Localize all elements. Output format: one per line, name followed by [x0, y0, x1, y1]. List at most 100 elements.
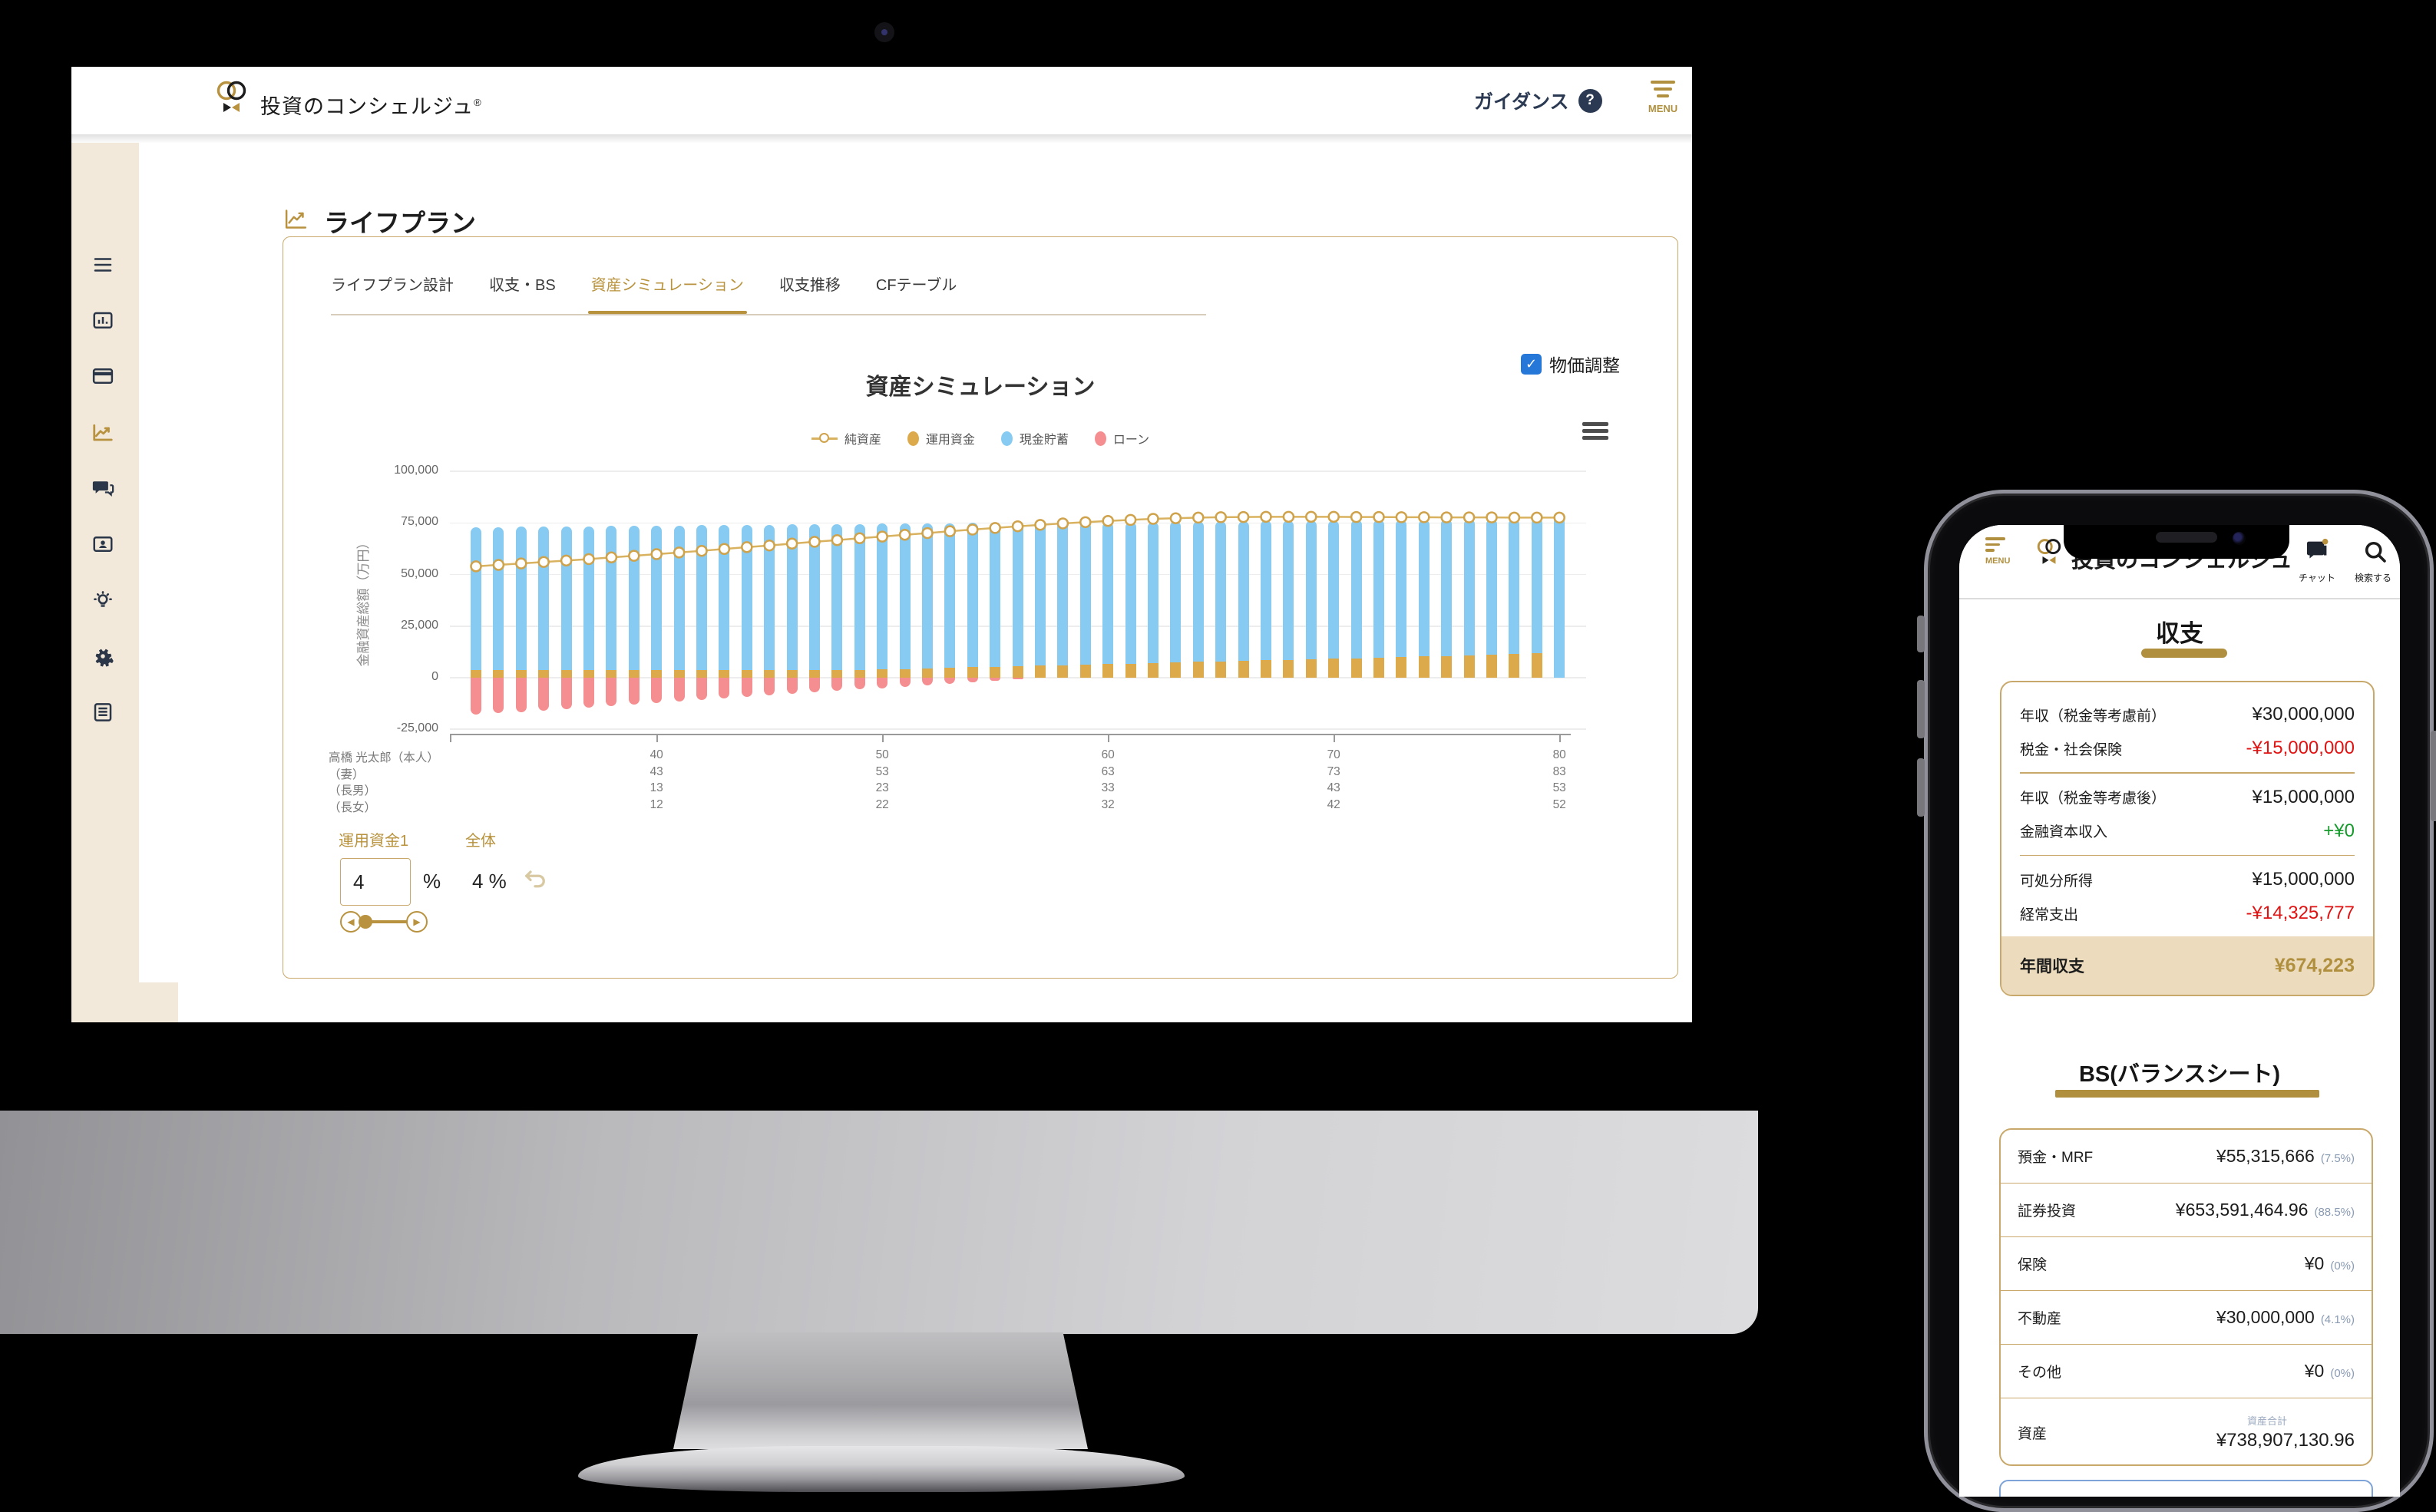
rate-slider[interactable]: ◀ ▶ — [340, 911, 428, 934]
bar-segment-loan — [628, 678, 640, 705]
bar-segment-fund — [719, 670, 730, 678]
bar-segment-cash — [651, 525, 663, 671]
chart-gridline — [450, 470, 1586, 472]
bar-segment-fund — [1283, 659, 1294, 678]
bar-segment-cash — [1350, 520, 1362, 659]
page-head: ライフプラン — [283, 203, 476, 239]
age-cell: 43 — [649, 764, 663, 778]
bar-segment-fund — [944, 668, 956, 678]
search-icon[interactable] — [2362, 537, 2389, 570]
row-divider — [2020, 854, 2355, 856]
legend-net-assets[interactable]: 純資産 — [811, 429, 881, 447]
page-title: ライフプラン — [324, 209, 476, 237]
search-label: 検索する — [2354, 573, 2391, 583]
price-adjust-checkbox[interactable]: ✓ — [1521, 353, 1542, 375]
bar-segment-cash — [831, 523, 843, 671]
phone-brand-logo-icon[interactable] — [2036, 537, 2065, 573]
x-axis-tick — [882, 734, 884, 742]
bar-segment-loan — [809, 678, 820, 693]
tab-income-trend[interactable]: 収支推移 — [778, 277, 841, 294]
chart-context-menu-icon[interactable] — [1582, 419, 1608, 443]
bs-row: 預金・MRF ¥55,315,666 (7.5%) — [2001, 1130, 2372, 1184]
net-assets-marker — [1192, 511, 1205, 524]
bar-segment-cash — [1170, 521, 1182, 663]
slider-decrease-button[interactable]: ◀ — [340, 911, 362, 933]
bar-segment-fund — [1170, 662, 1182, 678]
lifeplan-chart-icon — [283, 206, 309, 236]
tab-cf-table[interactable]: CFテーブル — [875, 277, 957, 294]
price-adjust-toggle[interactable]: ✓ 物価調整 — [1521, 351, 1620, 377]
bar-segment-loan — [741, 678, 752, 698]
slider-handle[interactable] — [359, 915, 372, 929]
bar-segment-fund — [1102, 664, 1114, 678]
chat-icon[interactable] — [2303, 536, 2332, 570]
tab-lifeplan-design[interactable]: ライフプラン設計 — [331, 277, 454, 294]
age-cell: 80 — [1552, 748, 1566, 761]
monitor-body — [0, 1111, 1758, 1334]
app-header: 投資のコンシェルジュ® ガイダンス ? MENU — [71, 67, 1692, 134]
sidebar-profile-icon[interactable] — [91, 533, 114, 556]
bar-segment-fund — [1418, 656, 1430, 678]
bar-segment-cash — [673, 525, 685, 671]
bar-segment-fund — [1463, 655, 1475, 678]
net-assets-marker — [650, 548, 663, 560]
sidebar-idea-icon[interactable] — [91, 589, 114, 612]
help-icon[interactable]: ? — [1578, 88, 1602, 113]
bar-segment-loan — [538, 678, 550, 711]
tab-income-bs[interactable]: 収支・BS — [489, 277, 556, 294]
bar-segment-loan — [515, 678, 527, 712]
bar-segment-fund — [741, 670, 752, 678]
sidebar-settings-icon[interactable] — [91, 645, 114, 668]
income-row: 年収（税金等考慮後） ¥15,000,000 — [2020, 786, 2355, 807]
price-adjust-label: 物価調整 — [1549, 355, 1620, 375]
age-cell: 33 — [1101, 781, 1115, 794]
bar-segment-fund — [1057, 665, 1069, 678]
bs-total-row: 資産 資産合計 ¥738,907,130.96 — [2001, 1398, 2372, 1464]
gold-dot-icon — [907, 431, 919, 446]
bar-segment-cash — [1057, 522, 1069, 665]
sidebar-menu-icon[interactable] — [91, 253, 114, 276]
net-assets-marker — [808, 536, 821, 548]
bar-segment-fund — [1441, 655, 1453, 678]
legend-managed-funds[interactable]: 運用資金 — [907, 429, 975, 447]
guidance-button[interactable]: ガイダンス ? — [1474, 87, 1602, 114]
bar-segment-cash — [741, 524, 752, 671]
menu-bars-icon — [1985, 537, 2005, 540]
slider-increase-button[interactable]: ▶ — [406, 911, 428, 933]
phone-screen: MENU 投資のコンシェルジュ チャット 検索する 収支 年収（税金等考慮前） — [1959, 525, 2400, 1497]
sidebar-credit-card-icon[interactable] — [91, 365, 114, 388]
sidebar-dashboard-icon[interactable] — [91, 309, 114, 332]
net-assets-marker — [492, 559, 505, 571]
bar-segment-fund — [696, 670, 707, 678]
tab-asset-simulation[interactable]: 資産シミュレーション — [587, 272, 748, 314]
phone-mute-switch — [1917, 616, 1925, 652]
net-assets-marker — [1327, 510, 1340, 523]
bar-segment-cash — [1396, 519, 1407, 658]
sidebar-chat-icon[interactable] — [91, 477, 114, 500]
asset-total-sublabel: 資産合計 — [2246, 1415, 2287, 1427]
bar-segment-fund — [809, 670, 820, 678]
legend-loan[interactable]: ローン — [1094, 429, 1149, 447]
sidebar-lifeplan-icon[interactable] — [91, 421, 114, 444]
net-assets-marker — [763, 539, 775, 552]
slider-track[interactable] — [360, 920, 409, 923]
bar-segment-loan — [899, 678, 911, 687]
sidebar-document-icon[interactable] — [91, 701, 114, 724]
undo-icon[interactable] — [521, 865, 549, 893]
net-assets-marker — [628, 550, 640, 562]
net-assets-marker — [967, 523, 979, 536]
phone-menu-button[interactable]: MENU — [1985, 536, 2010, 566]
legend-cash-savings[interactable]: 現金貯蓄 — [1000, 429, 1069, 447]
menu-button[interactable]: MENU — [1645, 78, 1681, 114]
fund1-rate-input[interactable] — [340, 858, 411, 906]
bar-segment-fund — [1396, 657, 1407, 678]
asset-simulation-plot[interactable]: 100,000 75,000 50,000 25,000 0 -25,000 高橋 光太郎（… — [329, 464, 1586, 814]
bar-segment-cash — [1079, 522, 1091, 665]
net-assets-marker — [583, 553, 595, 566]
brand[interactable]: 投資のコンシェルジュ® — [216, 79, 482, 123]
net-assets-marker — [1169, 512, 1182, 524]
age-cell: 70 — [1327, 748, 1340, 761]
bar-segment-fund — [967, 667, 978, 678]
bar-segment-loan — [719, 678, 730, 699]
phone-notch — [2064, 525, 2289, 559]
